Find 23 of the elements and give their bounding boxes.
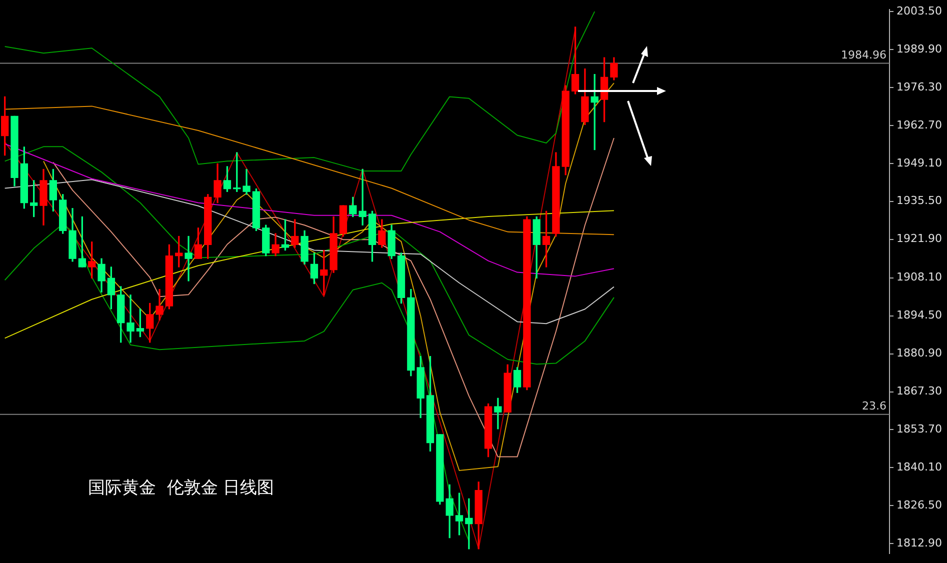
- candlestick: [126, 294, 134, 343]
- y-tick-label: 1962.70: [896, 118, 942, 132]
- y-tick-label: 1935.50: [896, 194, 942, 208]
- y-tick-label: 1989.90: [896, 42, 942, 56]
- candlestick: [358, 168, 366, 226]
- y-tick-label: 1976.30: [896, 80, 942, 94]
- candlestick: [494, 398, 502, 430]
- y-tick-label: 1840.10: [896, 460, 942, 474]
- y-tick-label: 1921.90: [896, 232, 942, 246]
- y-tick-label: 1880.90: [896, 346, 942, 360]
- y-tick-label: 1894.50: [896, 308, 942, 322]
- y-tick-label: 1908.10: [896, 270, 942, 284]
- y-tick-label: 1853.70: [896, 422, 942, 436]
- annotation: 23.6: [862, 400, 887, 413]
- candlestick: [465, 498, 473, 550]
- y-tick-label: 1826.50: [896, 498, 942, 512]
- y-tick-label: 2003.50: [896, 4, 942, 18]
- y-tick-label: 1949.10: [896, 156, 942, 170]
- y-tick-label: 1812.90: [896, 536, 942, 550]
- annotation: 国际黄金 伦敦金 日线图: [88, 478, 274, 498]
- ref-line-label: 1984.96: [841, 48, 887, 62]
- y-tick-label: 1867.30: [896, 384, 942, 398]
- candlestick: [184, 236, 192, 282]
